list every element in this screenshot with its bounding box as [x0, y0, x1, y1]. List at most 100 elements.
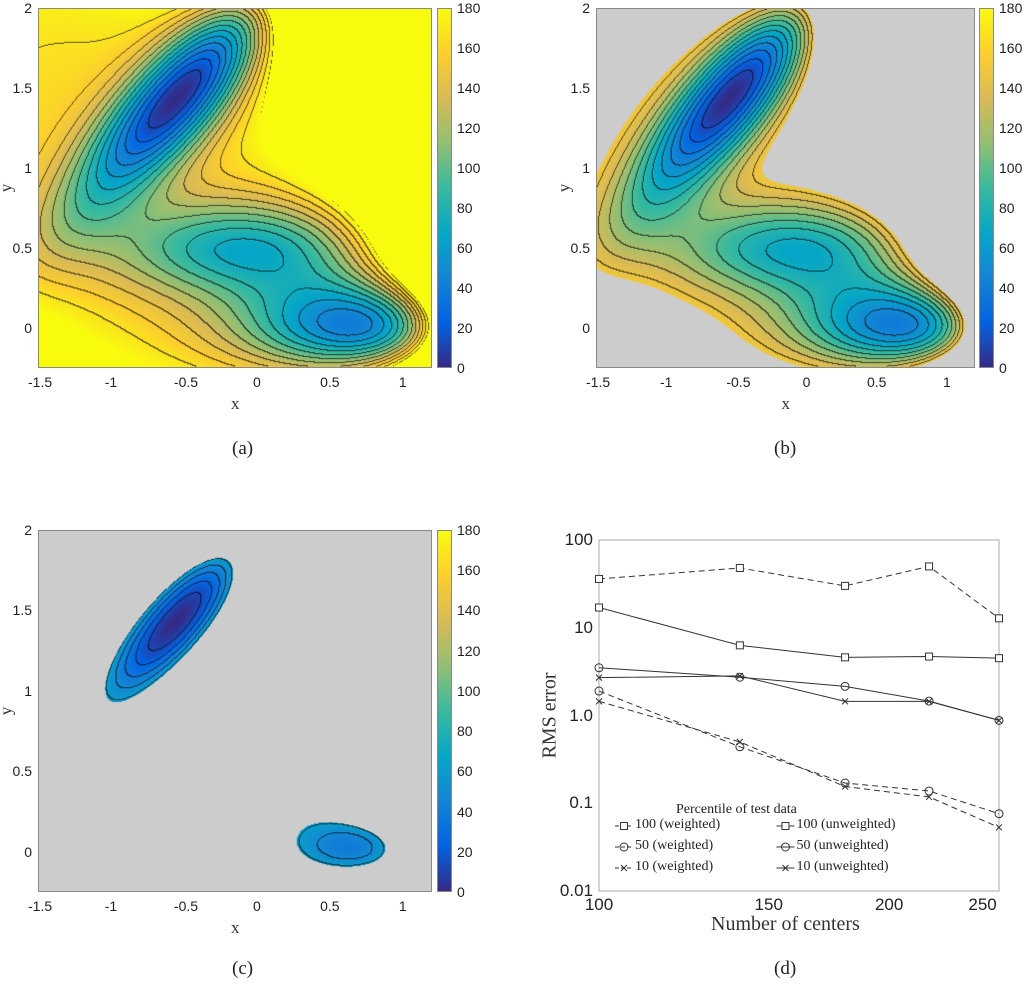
x-tick-label: 0.5: [320, 374, 340, 390]
x-tick-label: -1: [659, 374, 673, 390]
x-marker: [782, 864, 789, 872]
y-tick-label: 1: [582, 160, 590, 176]
series-line: [598, 565, 1000, 619]
series-line: [598, 607, 1000, 659]
square-marker: [781, 822, 790, 830]
circle-marker: [594, 686, 604, 696]
square-marker: [841, 581, 850, 590]
x-tick-label: 200: [874, 895, 904, 914]
x-tick-label: 1: [398, 898, 407, 914]
legend-entry: 50 (weighted): [635, 838, 714, 853]
colorbar-tick-label: 60: [457, 240, 473, 256]
circle-marker: [840, 681, 850, 691]
y-tick-label: 0: [24, 320, 32, 336]
y-tick-label: 2: [24, 0, 32, 16]
x-tick-label: -1.5: [28, 898, 53, 914]
legend-entry: 100 (unweighted): [796, 817, 896, 832]
x-marker: [841, 783, 849, 790]
colorbar-tick-label: 80: [457, 723, 473, 740]
x-tick-label: -1: [104, 898, 118, 914]
x-tick-label: -0.5: [173, 374, 199, 390]
x-marker: [595, 697, 603, 705]
contour-field: [39, 531, 431, 891]
y-tick-label: 0: [582, 320, 590, 336]
colorbar-tick-label: 80: [457, 200, 473, 216]
x-marker: [925, 697, 933, 705]
x-axis-label: Number of centers: [711, 913, 860, 935]
y-tick-label: 2: [24, 522, 32, 538]
legend-entry: 50 (unweighted): [796, 838, 889, 853]
series-line: [598, 667, 1000, 721]
caption-a: (a): [232, 438, 254, 459]
circle-marker: [780, 842, 790, 852]
y-tick-label: 1.5: [570, 80, 590, 96]
x-tick-label: 0.5: [867, 374, 887, 390]
colorbar-tick-label: 0: [457, 360, 465, 376]
square-marker: [995, 654, 1003, 663]
y-tick-label: 0.1: [569, 793, 593, 813]
colorbar-tick-label: 0: [457, 884, 465, 900]
legend-title: Percentile of test data: [676, 802, 797, 817]
y-axis-label: y: [554, 183, 574, 193]
y-tick-label: 2: [582, 0, 590, 16]
colorbar-tick-label: 20: [457, 320, 473, 336]
line-chart: [594, 539, 1004, 892]
y-axis-label: RMS error: [538, 671, 561, 759]
x-tick-label: 0: [252, 374, 261, 390]
x-marker: [736, 672, 744, 680]
colorbar-tick-label: 180: [457, 0, 481, 16]
legend-entry: 10 (unweighted): [796, 859, 889, 874]
colorbar-tick-label: 40: [457, 280, 473, 296]
circle-marker: [594, 663, 604, 673]
square-marker: [995, 614, 1003, 623]
x-marker: [995, 717, 1003, 724]
y-tick-label: 1.5: [12, 602, 32, 619]
colorbar: [437, 530, 452, 892]
colorbar-tick-label: 20: [457, 843, 473, 860]
contour-plot-c: [38, 530, 432, 892]
caption-d: (d): [774, 958, 797, 979]
colorbar-tick-label: 120: [999, 120, 1023, 136]
y-tick-label: 1.5: [12, 80, 32, 96]
colorbar-tick-label: 100: [999, 160, 1023, 176]
square-marker: [841, 653, 850, 662]
caption-b: (b): [774, 438, 797, 459]
x-marker: [595, 674, 603, 682]
square-marker: [595, 574, 603, 583]
y-axis-label: y: [0, 707, 16, 716]
x-marker: [736, 738, 744, 746]
x-tick-label: 0.5: [320, 898, 340, 914]
legend-entry: 100 (weighted): [635, 817, 721, 832]
square-marker: [595, 603, 603, 612]
x-marker: [925, 793, 933, 801]
y-tick-label: 0.5: [12, 763, 32, 780]
colorbar-tick-label: 40: [999, 280, 1015, 296]
colorbar-tick-label: 140: [999, 80, 1023, 96]
colorbar-tick-label: 140: [457, 602, 481, 619]
y-tick-label: 0: [24, 843, 32, 860]
colorbar-tick-label: 160: [457, 40, 481, 56]
contour-plot-a: [38, 8, 432, 368]
y-tick-label: 0.5: [12, 240, 32, 256]
colorbar-tick-label: 60: [999, 240, 1015, 256]
x-tick-label: 1: [943, 374, 951, 390]
x-tick-label: -0.5: [726, 374, 751, 390]
series-line: [598, 690, 1000, 815]
colorbar-tick-label: 40: [457, 803, 473, 820]
colorbar-tick-label: 100: [457, 682, 481, 699]
colorbar-tick-label: 20: [999, 320, 1015, 336]
y-tick-label: 1: [24, 682, 32, 699]
contour-plot-b: [596, 8, 975, 368]
colorbar-tick-label: 180: [999, 0, 1023, 16]
square-marker: [620, 822, 628, 830]
colorbar-tick-label: 180: [457, 522, 481, 538]
x-axis-label: x: [231, 918, 240, 937]
x-axis-label: x: [231, 394, 240, 413]
circle-marker: [619, 842, 629, 852]
colorbar-tick-label: 60: [457, 763, 473, 780]
x-tick-label: 1: [398, 374, 407, 390]
colorbar-tick-label: 100: [457, 160, 481, 176]
colorbar-tick-label: 0: [999, 360, 1007, 376]
caption-c: (c): [232, 958, 254, 979]
x-tick-label: 150: [754, 895, 783, 914]
